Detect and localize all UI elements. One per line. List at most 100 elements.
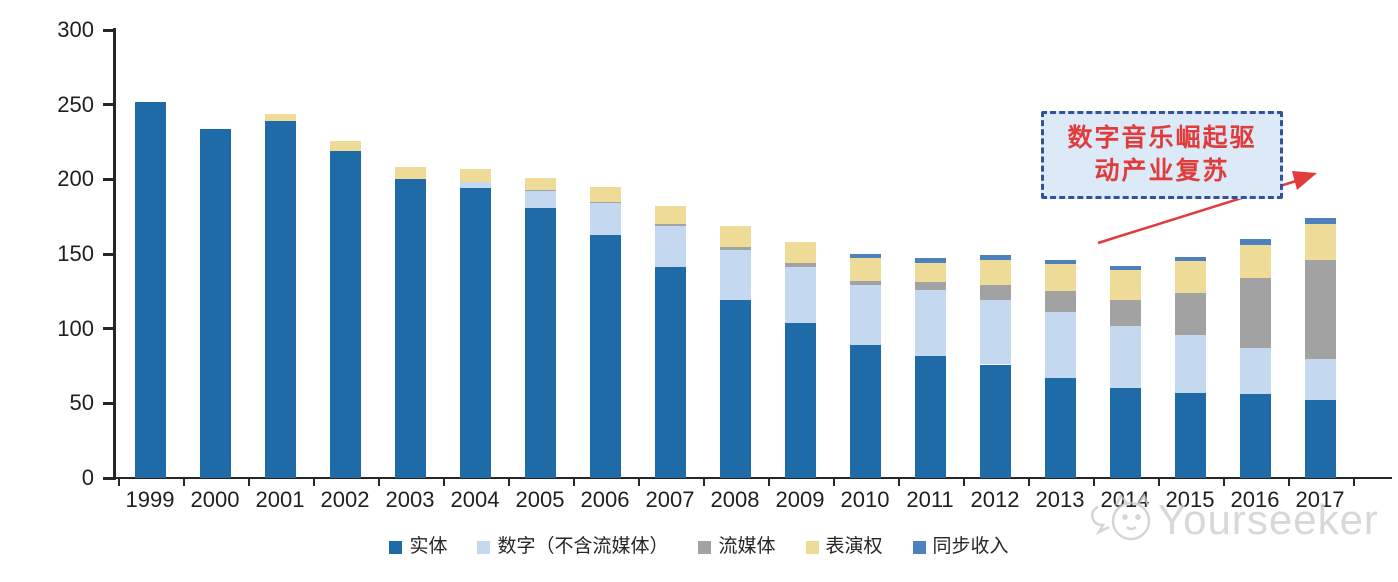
x-tick	[442, 479, 445, 486]
bar-segment-digital-excl-streaming	[1109, 325, 1141, 389]
x-axis-tick-label: 2011	[906, 487, 954, 512]
legend-label-physical: 实体	[409, 536, 448, 557]
legend-item-streaming: 流媒体	[698, 536, 776, 558]
bar-segment-physical	[1044, 377, 1076, 478]
y-tick	[103, 252, 113, 256]
legend-item-performance-rights: 表演权	[805, 536, 883, 558]
x-axis-tick-label: 1999	[125, 487, 175, 512]
bar-segment-performance-rights	[329, 140, 361, 151]
bar-segment-sync-revenue	[1239, 239, 1271, 246]
x-tick	[637, 479, 640, 486]
y-axis-tick-label: 250	[57, 91, 94, 117]
y-tick	[103, 401, 113, 405]
x-tick	[182, 479, 185, 486]
bar-segment-performance-rights	[394, 167, 426, 180]
bar-segment-sync-revenue	[979, 255, 1011, 260]
x-axis-tick-label: 2002	[320, 487, 370, 512]
annotation-text-line2: 动产业复苏	[1094, 158, 1230, 185]
x-tick	[377, 479, 380, 486]
bar-segment-streaming	[524, 189, 556, 192]
legend-swatch-streaming	[698, 540, 712, 554]
x-axis-tick-label: 2012	[970, 487, 1020, 512]
bar-segment-streaming	[849, 280, 881, 286]
legend-label-digital-excl-streaming: 数字（不含流媒体）	[497, 536, 669, 557]
y-axis-tick-label: 150	[57, 241, 94, 266]
bar-segment-physical	[1109, 388, 1141, 478]
bar-segment-digital-excl-streaming	[784, 267, 816, 323]
x-tick	[1092, 479, 1095, 486]
legend-label-performance-rights: 表演权	[825, 536, 883, 557]
x-axis-line	[113, 477, 1392, 479]
y-axis-tick-label: 200	[57, 166, 94, 192]
bar-segment-digital-excl-streaming	[459, 182, 491, 189]
x-axis-tick-label: 2008	[710, 487, 760, 512]
y-axis-tick-label: 300	[57, 17, 94, 42]
x-axis-tick-label: 2005	[515, 487, 565, 512]
bar-segment-physical	[979, 364, 1011, 478]
annotation-callout: 数字音乐崛起驱 动产业复苏	[1041, 111, 1283, 199]
bar-segment-performance-rights	[849, 258, 881, 281]
y-axis-tick-label: 0	[81, 465, 94, 490]
bar-segment-streaming	[654, 224, 686, 226]
bar-segment-performance-rights	[459, 168, 491, 183]
x-axis-tick-label: 2004	[450, 487, 500, 512]
legend-label-streaming: 流媒体	[718, 536, 776, 557]
bar-segment-performance-rights	[784, 242, 816, 263]
bar-segment-digital-excl-streaming	[524, 191, 556, 208]
bar-segment-physical	[719, 300, 751, 478]
x-axis-tick-label: 2000	[190, 487, 240, 512]
bar-segment-digital-excl-streaming	[979, 300, 1011, 365]
legend-swatch-sync-revenue	[912, 540, 926, 554]
bar-segment-streaming	[1109, 300, 1141, 326]
y-axis-tick-label: 100	[57, 315, 94, 341]
x-tick	[312, 479, 315, 486]
bar-segment-physical	[134, 101, 166, 478]
bar-segment-sync-revenue	[1109, 265, 1141, 271]
y-tick	[103, 177, 113, 181]
chart-legend: 实体 数字（不含流媒体） 流媒体 表演权 同步收入	[0, 536, 1398, 558]
x-tick	[247, 479, 250, 486]
bar-segment-digital-excl-streaming	[1044, 312, 1076, 378]
bar-segment-physical	[329, 150, 361, 478]
y-axis-tick-label: 50	[69, 390, 94, 416]
x-tick	[832, 479, 835, 486]
bar-segment-physical	[524, 207, 556, 478]
bar-segment-physical	[264, 121, 296, 478]
bar-segment-physical	[589, 234, 621, 478]
bar-segment-streaming	[979, 285, 1011, 301]
y-tick	[103, 28, 113, 32]
bar-segment-streaming	[1239, 277, 1271, 349]
legend-swatch-physical	[389, 540, 403, 554]
bar-segment-digital-excl-streaming	[914, 289, 946, 356]
bar-segment-sync-revenue	[849, 254, 881, 259]
legend-label-sync-revenue: 同步收入	[932, 536, 1009, 557]
bar-segment-physical	[394, 179, 426, 478]
bar-segment-physical	[914, 355, 946, 478]
x-axis-tick-label: 2016	[1230, 487, 1280, 512]
bar-segment-sync-revenue	[914, 258, 946, 263]
annotation-text-line1: 数字音乐崛起驱	[1067, 125, 1257, 152]
bar-segment-digital-excl-streaming	[1174, 334, 1206, 393]
bar-segment-sync-revenue	[1044, 259, 1076, 265]
bar-segment-performance-rights	[524, 177, 556, 190]
watermark: Yourseeker	[1086, 489, 1379, 551]
x-tick	[1222, 479, 1225, 486]
x-axis-tick-label: 2003	[385, 487, 435, 512]
x-axis-tick-label: 2010	[840, 487, 890, 512]
bar-segment-physical	[1304, 400, 1336, 478]
x-tick	[1027, 479, 1030, 486]
bar-segment-sync-revenue	[1174, 256, 1206, 262]
bar-segment-performance-rights	[914, 262, 946, 283]
bar-segment-performance-rights	[1239, 245, 1271, 278]
bar-segment-performance-rights	[1174, 261, 1206, 293]
x-tick	[507, 479, 510, 486]
legend-item-physical: 实体	[389, 536, 447, 558]
bar-segment-physical	[1174, 392, 1206, 478]
legend-item-sync-revenue: 同步收入	[912, 536, 1009, 558]
x-axis-tick-label: 2009	[775, 487, 825, 512]
x-axis-tick-label: 2015	[1165, 487, 1215, 512]
bar-segment-streaming	[1304, 259, 1336, 359]
bar-segment-digital-excl-streaming	[719, 249, 751, 301]
legend-item-digital-excl-streaming: 数字（不含流媒体）	[477, 536, 668, 558]
